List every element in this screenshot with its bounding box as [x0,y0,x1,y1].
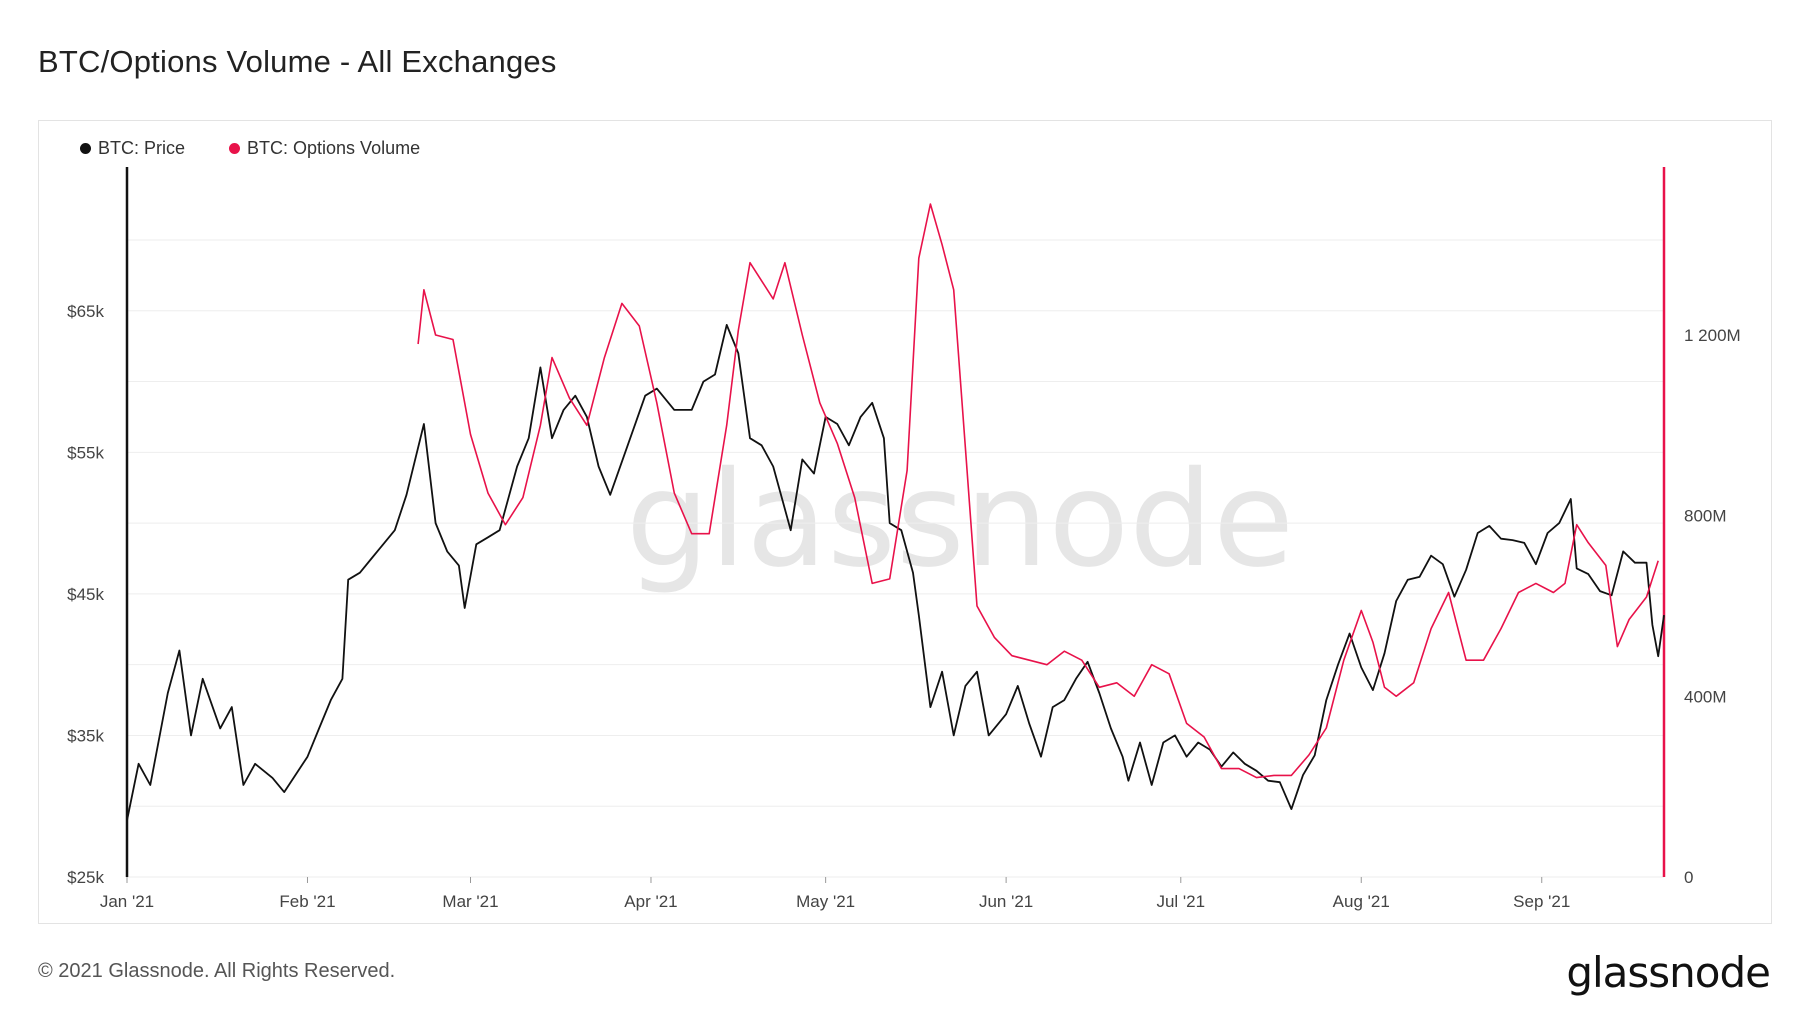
left-tick-label: $25k [67,868,104,887]
right-tick-label: 1 200M [1684,326,1741,345]
x-tick-label: Sep '21 [1513,892,1570,911]
left-tick-label: $45k [67,585,104,604]
right-tick-label: 400M [1684,687,1727,706]
chart-legend: BTC: Price BTC: Options Volume [80,138,420,159]
legend-item-options-volume[interactable]: BTC: Options Volume [229,138,420,159]
left-tick-label: $55k [67,443,104,462]
chart-panel [38,120,1772,924]
left-tick-label: $35k [67,726,104,745]
series-line-price [126,324,1665,821]
x-axis: Jan '21 Feb '21 Mar '21 Apr '21 May '21 Jun '… [100,877,1570,911]
x-tick-label: Feb '21 [279,892,335,911]
x-tick-label: Jun '21 [979,892,1033,911]
x-tick-label: Apr '21 [624,892,677,911]
left-axis: $25k $35k $45k $55k $65k [67,167,129,887]
right-axis: 0 400M 800M 1 200M [1662,167,1741,887]
x-tick-label: Jul '21 [1156,892,1205,911]
copyright-footer: © 2021 Glassnode. All Rights Reserved. [38,960,396,982]
series-group [126,203,1665,821]
right-tick-label: 800M [1684,507,1727,526]
x-tick-label: Jan '21 [100,892,154,911]
x-tick-label: Aug '21 [1333,892,1390,911]
legend-dot-options-volume [229,143,241,154]
grid-lines [127,239,1664,878]
legend-label-options-volume: BTC: Options Volume [247,138,421,158]
page-title: BTC/Options Volume - All Exchanges [38,44,557,79]
watermark: glassnode [626,443,1294,597]
legend-item-price[interactable]: BTC: Price [80,138,185,159]
x-tick-label: Mar '21 [442,892,498,911]
legend-label-price: BTC: Price [98,138,186,158]
right-tick-label: 0 [1684,868,1693,887]
series-line-options-volume [417,203,1659,779]
glassnode-logo: glassnode [1566,948,1771,997]
legend-dot-price [80,143,91,154]
x-tick-label: May '21 [796,892,855,911]
left-tick-label: $65k [67,302,104,321]
